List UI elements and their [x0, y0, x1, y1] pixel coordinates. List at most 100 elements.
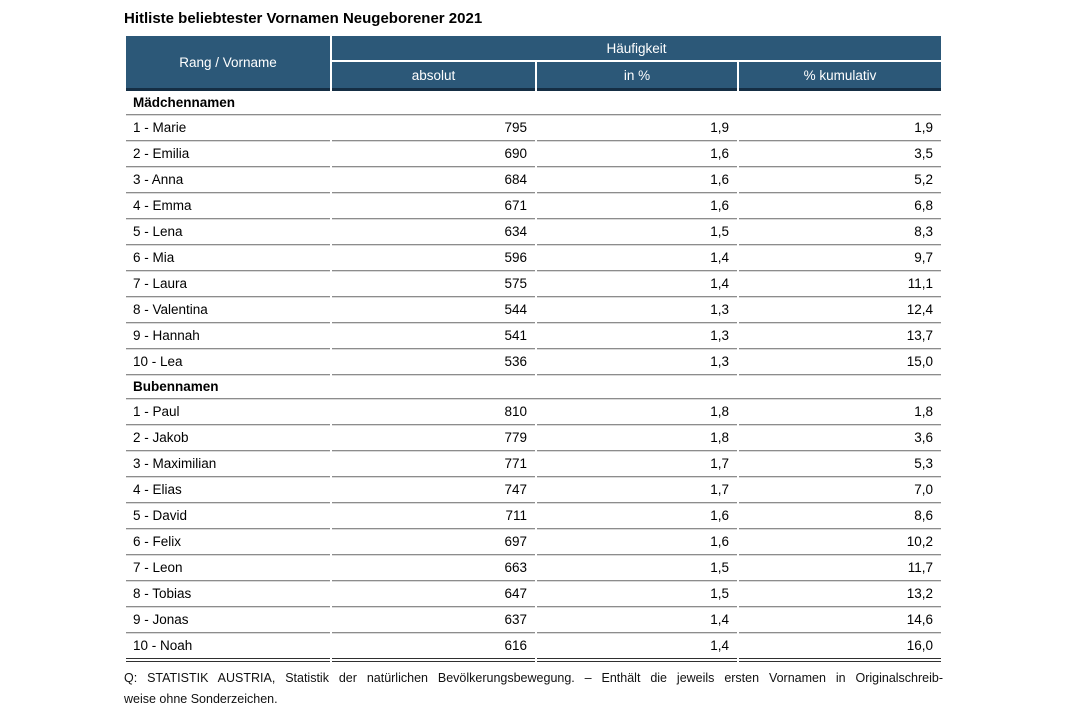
- percent-cell: 1,7: [537, 477, 737, 503]
- table-row: 1 - Paul 810 1,8 1,8: [126, 399, 942, 425]
- rank-name-cell: 10 - Lea: [126, 349, 330, 375]
- table-row: 9 - Jonas 637 1,4 14,6: [126, 607, 942, 633]
- absolute-cell: 536: [332, 349, 535, 375]
- rank-name-cell: 7 - Laura: [126, 271, 330, 297]
- table-row: 3 - Maximilian 771 1,7 5,3: [126, 451, 942, 477]
- col-header-haeufigkeit: Häufigkeit: [332, 36, 942, 62]
- cumulative-cell: 10,2: [739, 529, 942, 555]
- col-header-kumulativ: % kumulativ: [739, 62, 942, 91]
- rank-name-cell: 6 - Felix: [126, 529, 330, 555]
- rank-name-cell: 2 - Jakob: [126, 425, 330, 451]
- section-row-maedchennamen: Mädchennamen: [126, 91, 942, 115]
- table-row: 4 - Elias 747 1,7 7,0: [126, 477, 942, 503]
- percent-cell: 1,6: [537, 193, 737, 219]
- rank-name-cell: 8 - Tobias: [126, 581, 330, 607]
- cumulative-cell: 1,8: [739, 399, 942, 425]
- table-row: 9 - Hannah 541 1,3 13,7: [126, 323, 942, 349]
- section-label: Mädchennamen: [126, 91, 942, 115]
- rank-name-cell: 3 - Anna: [126, 167, 330, 193]
- cumulative-cell: 11,1: [739, 271, 942, 297]
- cumulative-cell: 12,4: [739, 297, 942, 323]
- percent-cell: 1,4: [537, 245, 737, 271]
- absolute-cell: 810: [332, 399, 535, 425]
- table-header: Rang / Vorname Häufigkeit absolut in % %…: [126, 36, 942, 91]
- percent-cell: 1,4: [537, 607, 737, 633]
- percent-cell: 1,5: [537, 555, 737, 581]
- percent-cell: 1,8: [537, 425, 737, 451]
- section-row-bubennamen: Bubennamen: [126, 375, 942, 399]
- col-header-absolut: absolut: [332, 62, 535, 91]
- cumulative-cell: 6,8: [739, 193, 942, 219]
- percent-cell: 1,4: [537, 271, 737, 297]
- absolute-cell: 575: [332, 271, 535, 297]
- source-note-line-2: weise ohne Sonderzeichen.: [124, 692, 278, 706]
- table-row: 2 - Jakob 779 1,8 3,6: [126, 425, 942, 451]
- rank-name-cell: 10 - Noah: [126, 633, 330, 662]
- cumulative-cell: 3,5: [739, 141, 942, 167]
- cumulative-cell: 8,3: [739, 219, 942, 245]
- cumulative-cell: 14,6: [739, 607, 942, 633]
- table-row: 8 - Tobias 647 1,5 13,2: [126, 581, 942, 607]
- absolute-cell: 684: [332, 167, 535, 193]
- table-row: 6 - Felix 697 1,6 10,2: [126, 529, 942, 555]
- absolute-cell: 663: [332, 555, 535, 581]
- table-row: 4 - Emma 671 1,6 6,8: [126, 193, 942, 219]
- rank-name-cell: 2 - Emilia: [126, 141, 330, 167]
- absolute-cell: 541: [332, 323, 535, 349]
- cumulative-cell: 1,9: [739, 115, 942, 141]
- percent-cell: 1,3: [537, 323, 737, 349]
- table-row: 10 - Noah 616 1,4 16,0: [126, 633, 942, 662]
- cumulative-cell: 15,0: [739, 349, 942, 375]
- table-row: 5 - David 711 1,6 8,6: [126, 503, 942, 529]
- rank-name-cell: 1 - Marie: [126, 115, 330, 141]
- table-row: 5 - Lena 634 1,5 8,3: [126, 219, 942, 245]
- percent-cell: 1,3: [537, 297, 737, 323]
- rank-name-cell: 7 - Leon: [126, 555, 330, 581]
- percent-cell: 1,6: [537, 141, 737, 167]
- percent-cell: 1,5: [537, 219, 737, 245]
- absolute-cell: 690: [332, 141, 535, 167]
- absolute-cell: 596: [332, 245, 535, 271]
- absolute-cell: 671: [332, 193, 535, 219]
- percent-cell: 1,8: [537, 399, 737, 425]
- rank-name-cell: 1 - Paul: [126, 399, 330, 425]
- table-row: 10 - Lea 536 1,3 15,0: [126, 349, 942, 375]
- cumulative-cell: 8,6: [739, 503, 942, 529]
- rank-name-cell: 5 - David: [126, 503, 330, 529]
- percent-cell: 1,9: [537, 115, 737, 141]
- cumulative-cell: 7,0: [739, 477, 942, 503]
- table-row: 2 - Emilia 690 1,6 3,5: [126, 141, 942, 167]
- absolute-cell: 711: [332, 503, 535, 529]
- source-note: Q: STATISTIK AUSTRIA, Statistik der natü…: [124, 668, 943, 710]
- cumulative-cell: 9,7: [739, 245, 942, 271]
- cumulative-cell: 13,7: [739, 323, 942, 349]
- percent-cell: 1,6: [537, 529, 737, 555]
- names-table: Rang / Vorname Häufigkeit absolut in % %…: [124, 36, 943, 662]
- table-row: 8 - Valentina 544 1,3 12,4: [126, 297, 942, 323]
- absolute-cell: 779: [332, 425, 535, 451]
- absolute-cell: 637: [332, 607, 535, 633]
- absolute-cell: 544: [332, 297, 535, 323]
- percent-cell: 1,6: [537, 167, 737, 193]
- percent-cell: 1,7: [537, 451, 737, 477]
- table-row: 1 - Marie 795 1,9 1,9: [126, 115, 942, 141]
- rank-name-cell: 4 - Emma: [126, 193, 330, 219]
- cumulative-cell: 11,7: [739, 555, 942, 581]
- absolute-cell: 771: [332, 451, 535, 477]
- absolute-cell: 616: [332, 633, 535, 662]
- rank-name-cell: 5 - Lena: [126, 219, 330, 245]
- col-header-in-prozent: in %: [537, 62, 737, 91]
- absolute-cell: 634: [332, 219, 535, 245]
- table-row: 7 - Leon 663 1,5 11,7: [126, 555, 942, 581]
- percent-cell: 1,4: [537, 633, 737, 662]
- cumulative-cell: 5,2: [739, 167, 942, 193]
- cumulative-cell: 16,0: [739, 633, 942, 662]
- rank-name-cell: 9 - Jonas: [126, 607, 330, 633]
- percent-cell: 1,5: [537, 581, 737, 607]
- section-label: Bubennamen: [126, 375, 942, 399]
- rank-name-cell: 9 - Hannah: [126, 323, 330, 349]
- table-row: 6 - Mia 596 1,4 9,7: [126, 245, 942, 271]
- rank-name-cell: 8 - Valentina: [126, 297, 330, 323]
- absolute-cell: 697: [332, 529, 535, 555]
